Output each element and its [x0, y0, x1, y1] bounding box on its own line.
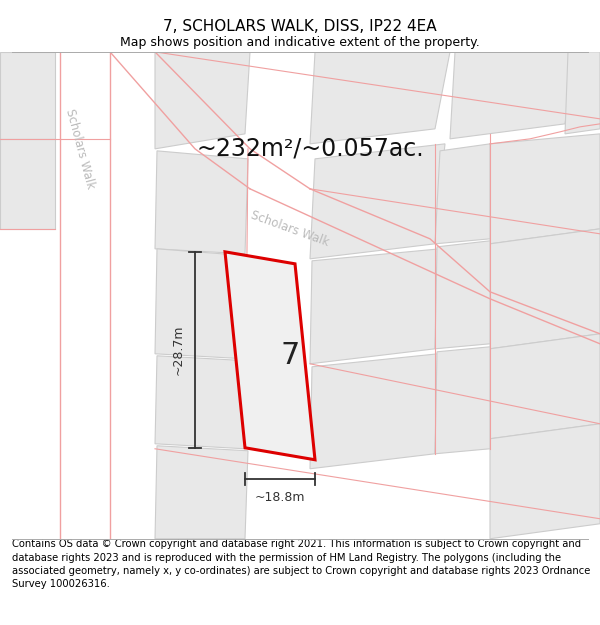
Polygon shape [0, 52, 55, 139]
Text: ~28.7m: ~28.7m [172, 324, 185, 375]
Polygon shape [0, 139, 55, 229]
Polygon shape [435, 144, 490, 244]
Polygon shape [310, 354, 438, 469]
Text: Scholars Walk: Scholars Walk [249, 209, 331, 249]
Text: Scholars Walk: Scholars Walk [63, 107, 97, 190]
Polygon shape [310, 249, 440, 364]
Polygon shape [310, 52, 450, 144]
Text: ~18.8m: ~18.8m [255, 491, 305, 504]
Polygon shape [490, 229, 600, 349]
Polygon shape [310, 144, 445, 259]
Text: ~232m²/~0.057ac.: ~232m²/~0.057ac. [196, 137, 424, 161]
Text: 7: 7 [280, 341, 299, 370]
Text: 7, SCHOLARS WALK, DISS, IP22 4EA: 7, SCHOLARS WALK, DISS, IP22 4EA [163, 19, 437, 34]
Polygon shape [435, 241, 490, 349]
Text: Contains OS data © Crown copyright and database right 2021. This information is : Contains OS data © Crown copyright and d… [12, 539, 590, 589]
Polygon shape [155, 249, 248, 359]
Polygon shape [565, 52, 600, 134]
Polygon shape [490, 334, 600, 439]
Polygon shape [435, 347, 490, 454]
Polygon shape [155, 356, 248, 449]
Polygon shape [490, 134, 600, 244]
Polygon shape [155, 151, 248, 254]
Polygon shape [450, 52, 575, 139]
Polygon shape [490, 424, 600, 539]
Polygon shape [155, 446, 248, 539]
Text: Map shows position and indicative extent of the property.: Map shows position and indicative extent… [120, 36, 480, 49]
Polygon shape [225, 252, 315, 460]
Polygon shape [155, 52, 250, 149]
